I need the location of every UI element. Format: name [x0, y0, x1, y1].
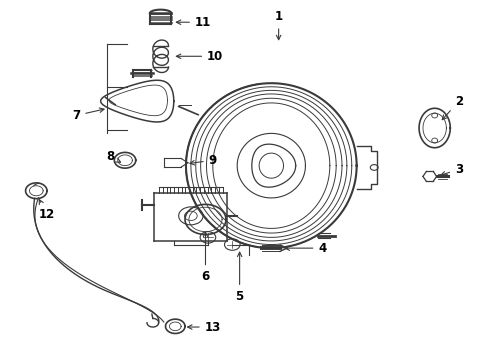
Text: 8: 8 — [106, 150, 121, 163]
Text: 9: 9 — [189, 154, 217, 167]
Text: 6: 6 — [201, 233, 209, 283]
Text: 13: 13 — [187, 320, 221, 333]
Text: 12: 12 — [39, 200, 55, 221]
Text: 11: 11 — [176, 16, 211, 29]
Text: 4: 4 — [285, 242, 326, 255]
Text: 10: 10 — [176, 50, 223, 63]
Text: 2: 2 — [441, 95, 462, 120]
Text: 1: 1 — [274, 10, 282, 40]
Text: 5: 5 — [235, 252, 243, 303]
Text: 7: 7 — [72, 108, 104, 122]
Text: 3: 3 — [440, 163, 462, 176]
